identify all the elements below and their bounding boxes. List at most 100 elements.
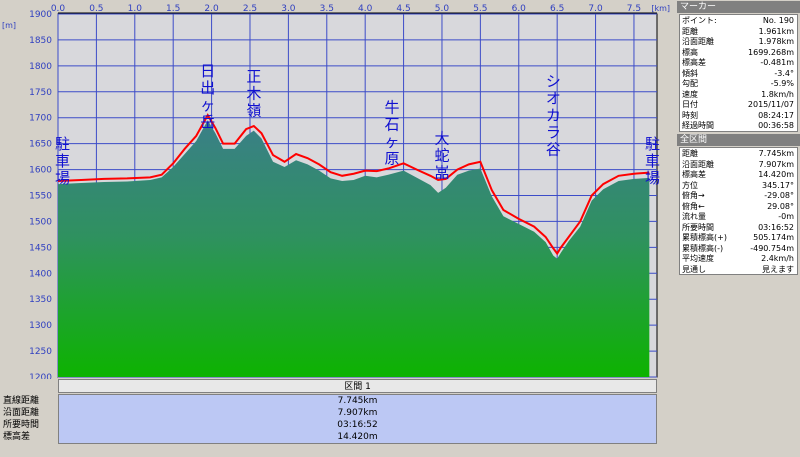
x-tick-label: 2.5 xyxy=(243,4,257,14)
total-row-label: 距離 xyxy=(682,149,698,158)
marker-row: ポイント: No. 190 xyxy=(680,16,797,27)
total-row: 方位 345.17° xyxy=(680,181,797,192)
y-tick-label: 1800 xyxy=(29,62,52,72)
annotation-char: 場 xyxy=(55,169,70,187)
total-row: 所要時間 03:16:52 xyxy=(680,223,797,234)
marker-panel-title: マーカー xyxy=(677,1,800,13)
annotation-char: 蛇 xyxy=(434,147,449,165)
marker-row-value: 08:24:17 xyxy=(758,110,794,120)
annotation-char: ラ xyxy=(546,124,561,142)
marker-row-label: 沿面距離 xyxy=(682,37,714,46)
annotation-char: 正 xyxy=(246,67,261,85)
marker-row-label: 標高差 xyxy=(682,58,706,67)
summary-value: 14.420m xyxy=(337,432,378,442)
marker-row-value: 1.8km/h xyxy=(761,89,794,99)
x-tick-label: 0.5 xyxy=(89,4,103,14)
track-elevation-line xyxy=(57,113,650,256)
annotation-char: 石 xyxy=(385,116,400,134)
marker-row: 標高 1699.268m xyxy=(680,48,797,59)
marker-row: 時刻 08:24:17 xyxy=(680,111,797,122)
x-tick-label: 3.5 xyxy=(320,4,334,14)
total-row-label: 俯角← xyxy=(682,201,705,211)
x-tick-label: 0.0 xyxy=(51,4,66,14)
annotation-label: 正木嶺 xyxy=(246,67,261,119)
marker-row: 経過時間 00:36:58 xyxy=(680,121,797,132)
marker-row-value: 2015/11/07 xyxy=(747,100,794,109)
y-tick-labels: 1900 1850 1800 1750 1700 1650 1600 1550 1500 1450… xyxy=(29,10,52,379)
annotation-char: 大 xyxy=(434,130,449,148)
summary-label: 標高差 xyxy=(3,432,31,442)
x-tick-label: 4.0 xyxy=(358,4,373,14)
summary-label: 沿面距離 xyxy=(3,408,40,418)
total-row-value: 2.4km/h xyxy=(761,254,794,263)
total-row-label: 累積標高(-) xyxy=(682,243,724,253)
total-row-label: 累積標高(+) xyxy=(682,233,727,242)
x-tick-label: 7.5 xyxy=(627,4,641,14)
annotation-char: 木 xyxy=(246,84,261,102)
annotation-char: カ xyxy=(546,107,561,125)
y-tick-label: 1450 xyxy=(29,243,52,253)
total-row: 流れ量 -0m xyxy=(680,212,797,223)
total-row-value: -29.08° xyxy=(764,191,794,200)
annotation-char: 原 xyxy=(385,150,400,168)
section-summary: 直線距離 7.745km 沿面距離 7.907km 所要時間 03:16:52 標高差 14.… xyxy=(3,394,657,444)
annotation-label: 駐車場 xyxy=(55,135,70,187)
annotation-char: 車 xyxy=(55,152,70,170)
x-tick-label: 5.0 xyxy=(435,4,450,14)
total-row-label: 所要時間 xyxy=(682,222,714,232)
marker-row-label: 経過時間 xyxy=(682,121,714,130)
summary-value: 03:16:52 xyxy=(337,420,378,430)
summary-label: 所要時間 xyxy=(3,420,40,430)
terrain-area xyxy=(58,120,650,378)
total-row-label: 標高差 xyxy=(682,170,706,179)
marker-row-value: -0.481m xyxy=(760,58,794,67)
total-row-value: 505.174m xyxy=(753,233,794,242)
annotation-char: オ xyxy=(546,90,561,108)
marker-row-value: 1.978km xyxy=(758,37,794,46)
x-tick-label: 5.5 xyxy=(473,4,487,14)
x-tick-label: 4.5 xyxy=(396,4,410,14)
total-row-label: 平均速度 xyxy=(682,254,714,263)
annotation-char: ヶ xyxy=(385,133,400,151)
marker-row: 傾斜 -3.4° xyxy=(680,69,797,80)
x-tick-label: 6.5 xyxy=(550,4,564,14)
annotation-label: 日出ヶ岳 xyxy=(200,62,215,131)
y-tick-label: 1900 xyxy=(29,10,52,20)
x-unit-label: [km] xyxy=(651,4,670,13)
marker-row: 日付 2015/11/07 xyxy=(680,100,797,111)
marker-row-label: ポイント: xyxy=(682,16,717,25)
marker-row: 速度 1.8km/h xyxy=(680,90,797,101)
total-row-value: 03:16:52 xyxy=(758,222,794,232)
total-row: 標高差 14.420m xyxy=(680,170,797,181)
marker-row-label: 勾配 xyxy=(682,79,698,88)
marker-row: 勾配 -5.9% xyxy=(680,79,797,90)
total-row-label: 流れ量 xyxy=(682,212,706,221)
y-tick-label: 1350 xyxy=(29,295,52,305)
total-row: 俯角← 29.08° xyxy=(680,202,797,213)
marker-row-value: -5.9% xyxy=(770,79,794,88)
annotation-char: 谷 xyxy=(546,141,561,159)
elevation-chart[interactable]: 0.0 0.5 1.0 1.5 2.0 2.5 3.0 3.5 4.0 4.5 5.0 5.5 6.0 6… xyxy=(0,0,676,379)
marker-row-label: 時刻 xyxy=(682,110,698,120)
marker-row-value: -3.4° xyxy=(774,68,794,78)
annotation-char: 日 xyxy=(200,62,215,80)
marker-row-value: 1.961km xyxy=(758,26,794,36)
total-row: 距離 7.745km xyxy=(680,149,797,160)
annotation-char: 嵓 xyxy=(434,164,449,182)
y-tick-label: 1550 xyxy=(29,192,52,202)
annotation-char: 嶺 xyxy=(246,101,261,119)
total-row-value: 7.745km xyxy=(758,149,794,158)
annotation-label: 駐車場 xyxy=(645,135,660,187)
total-row: 平均速度 2.4km/h xyxy=(680,254,797,265)
marker-row: 距離 1.961km xyxy=(680,27,797,38)
total-row: 累積標高(+) 505.174m xyxy=(680,233,797,244)
marker-row-label: 距離 xyxy=(682,26,698,36)
x-tick-label: 7.0 xyxy=(588,4,603,14)
y-tick-label: 1250 xyxy=(29,347,52,357)
total-row-value: 345.17° xyxy=(762,180,794,190)
y-tick-label: 1600 xyxy=(29,166,52,176)
section-header[interactable]: 区間 1 xyxy=(58,379,657,393)
y-unit-label: [m] xyxy=(2,21,16,30)
total-row-label: 見通し xyxy=(682,264,706,274)
